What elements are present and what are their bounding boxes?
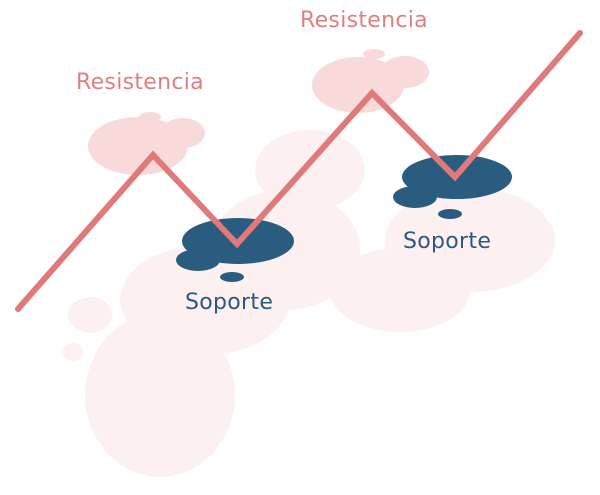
resistance-label-1: Resistencia — [76, 70, 204, 95]
price-trend-line — [15, 30, 583, 312]
support-label-2: Soporte — [403, 229, 491, 254]
resistance-blob-2 — [312, 49, 429, 113]
support-label-1: Soporte — [185, 290, 273, 315]
background-splash — [63, 130, 555, 477]
resistance-label-2: Resistencia — [300, 8, 428, 33]
resistance-blob-1 — [88, 112, 205, 175]
